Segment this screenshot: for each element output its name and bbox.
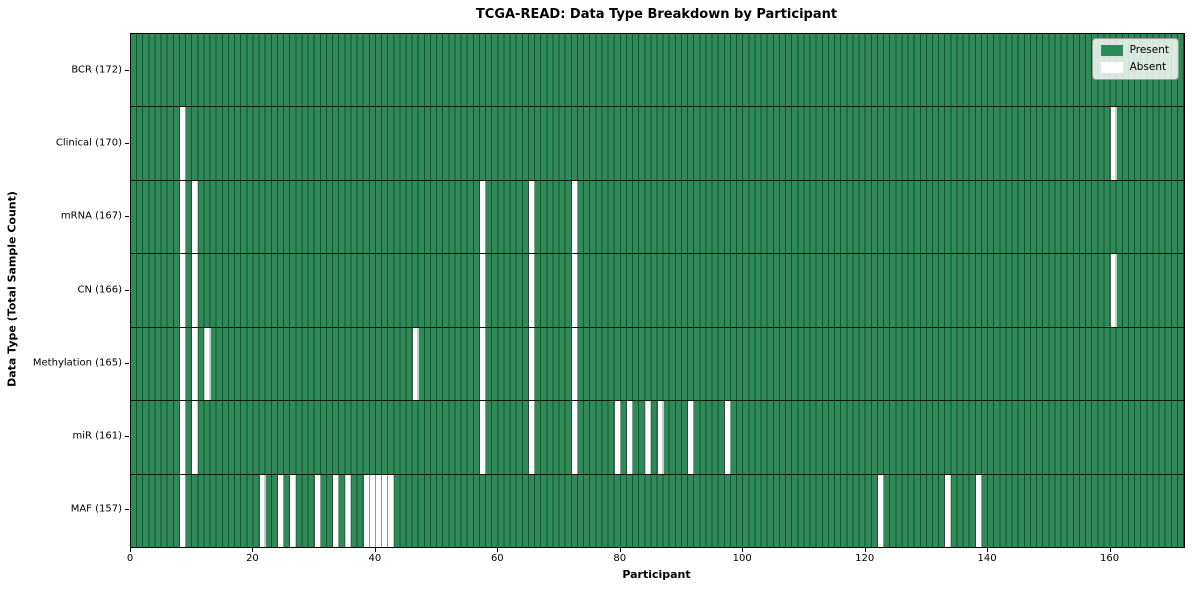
absent-cell <box>179 327 187 401</box>
absent-cell <box>179 401 187 474</box>
legend-present-label: Present <box>1129 44 1169 56</box>
x-tick-mark <box>374 547 376 552</box>
x-tick-label: 80 <box>613 553 627 564</box>
absent-cell <box>479 401 487 474</box>
absent-cell <box>375 474 382 547</box>
absent-cell <box>528 254 536 327</box>
heatmap-row-mRNA <box>131 179 1184 254</box>
legend-entry-absent: Absent <box>1100 61 1169 73</box>
absent-cell <box>479 254 487 327</box>
absent-cell <box>626 401 633 474</box>
absent-cell <box>479 327 487 401</box>
absent-cell <box>179 107 187 180</box>
absent-cell <box>1110 107 1117 180</box>
y-tick-label: Clinical (170) <box>55 137 122 149</box>
y-tick-label: miR (161) <box>72 430 122 442</box>
x-tick-mark <box>619 547 621 552</box>
absent-cell <box>369 474 376 547</box>
absent-cell <box>688 401 695 474</box>
absent-cell <box>290 474 297 547</box>
legend-entry-present: Present <box>1100 44 1169 56</box>
absent-cell <box>363 474 370 547</box>
absent-cell <box>179 254 187 327</box>
absent-cell <box>571 327 578 401</box>
x-tick-mark <box>742 547 744 552</box>
x-tick-mark <box>864 547 866 552</box>
heatmap-row-BCR <box>131 34 1184 107</box>
absent-cell <box>645 401 652 474</box>
x-tick-label: 20 <box>246 553 259 564</box>
x-tick-label: 0 <box>126 553 134 564</box>
y-tick-mark <box>124 216 129 218</box>
x-tick-label: 140 <box>977 553 997 564</box>
absent-cell <box>528 327 536 401</box>
legend: Present Absent <box>1091 38 1179 80</box>
x-tick-label: 160 <box>1099 553 1120 564</box>
legend-absent-swatch <box>1100 62 1123 73</box>
absent-cell <box>1110 254 1117 327</box>
absent-cell <box>179 180 187 254</box>
y-tick-label: BCR (172) <box>71 64 122 76</box>
heatmap-row-CN <box>131 253 1184 327</box>
legend-present-swatch <box>1100 45 1123 56</box>
x-tick-label: 40 <box>368 553 382 564</box>
y-axis-label: Data Type (Total Sample Count) <box>5 191 19 387</box>
x-tick-mark <box>130 547 131 552</box>
heatmap-row-Clinical <box>131 106 1184 180</box>
y-tick-label: MAF (157) <box>70 503 122 515</box>
absent-cell <box>388 474 395 547</box>
y-tick-mark <box>124 142 129 144</box>
x-tick-label: 120 <box>855 553 875 564</box>
y-tick-mark <box>124 289 129 291</box>
y-tick-mark <box>124 362 129 364</box>
absent-cell <box>192 254 199 327</box>
plot-area: Present Absent <box>130 33 1185 548</box>
y-tick-mark <box>124 69 129 71</box>
absent-cell <box>192 401 199 474</box>
absent-cell <box>945 474 952 547</box>
absent-cell <box>877 474 884 547</box>
absent-cell <box>614 401 621 474</box>
x-axis-label: Participant <box>622 568 691 581</box>
x-tick-mark <box>987 547 989 552</box>
x-tick-label: 100 <box>732 553 752 564</box>
absent-cell <box>192 327 199 401</box>
absent-cell <box>277 474 285 547</box>
x-tick-mark <box>1109 547 1111 552</box>
absent-cell <box>528 180 536 254</box>
y-tick-mark <box>124 509 129 511</box>
absent-cell <box>179 474 187 547</box>
absent-cell <box>571 180 578 254</box>
legend-absent-label: Absent <box>1129 61 1167 73</box>
absent-cell <box>382 474 389 547</box>
y-tick-label: Methylation (165) <box>32 357 122 369</box>
heatmap-row-Methylation <box>131 326 1184 401</box>
heatmap-rows <box>131 34 1184 547</box>
x-tick-mark <box>497 547 499 552</box>
heatmap-row-miR <box>131 400 1184 474</box>
absent-cell <box>657 401 664 474</box>
absent-cell <box>259 474 266 547</box>
heatmap-row-MAF <box>131 473 1184 547</box>
chart-title: TCGA-READ: Data Type Breakdown by Partic… <box>475 7 838 22</box>
absent-cell <box>571 401 578 474</box>
y-tick-mark <box>124 436 129 438</box>
absent-cell <box>204 327 211 401</box>
x-tick-label: 60 <box>490 553 504 564</box>
absent-cell <box>192 180 199 254</box>
absent-cell <box>314 474 321 547</box>
x-tick-mark <box>252 547 254 552</box>
absent-cell <box>571 254 578 327</box>
absent-cell <box>412 327 419 401</box>
absent-cell <box>333 474 340 547</box>
absent-cell <box>345 474 352 547</box>
absent-cell <box>479 180 487 254</box>
y-tick-label: CN (166) <box>77 284 122 295</box>
absent-cell <box>975 474 982 547</box>
absent-cell <box>528 401 536 474</box>
y-tick-label: mRNA (167) <box>60 210 122 222</box>
absent-cell <box>724 401 731 474</box>
